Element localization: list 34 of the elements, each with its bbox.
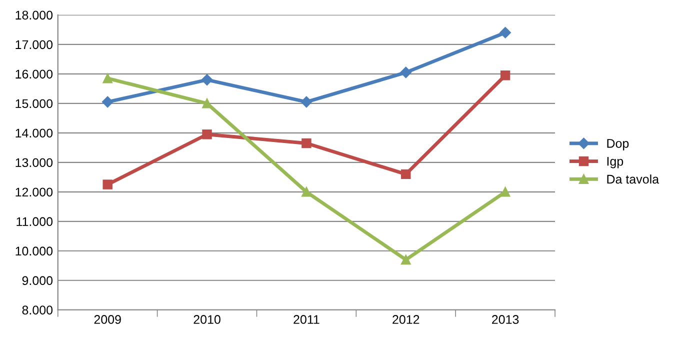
x-tick-label: 2013 <box>492 315 519 324</box>
y-tick-label: 17.000 <box>16 40 53 50</box>
y-tick-label: 10.000 <box>16 246 53 256</box>
point <box>202 130 212 140</box>
point <box>201 74 213 86</box>
point <box>400 66 412 78</box>
point <box>401 254 411 265</box>
point <box>102 96 114 108</box>
x-tick-label: 2009 <box>94 315 121 324</box>
point <box>302 138 312 148</box>
y-tick-label: 13.000 <box>16 158 53 168</box>
y-tick-label: 8.000 <box>22 306 53 315</box>
legend-label: Da tavola <box>607 174 660 184</box>
point <box>500 27 511 38</box>
legend-label: Igp <box>607 157 624 168</box>
x-tick-label: 2012 <box>392 315 420 324</box>
point <box>500 187 510 197</box>
y-tick-label: 15.000 <box>16 99 53 108</box>
y-tick-label: 18.000 <box>16 10 53 20</box>
point <box>302 187 312 197</box>
point <box>300 96 312 108</box>
y-tick-label: 14.000 <box>16 128 53 138</box>
point <box>102 180 112 190</box>
y-tick-label: 11.000 <box>16 217 53 226</box>
y-tick-label: 12.000 <box>16 188 53 197</box>
point <box>202 98 212 108</box>
y-tick-label: 16.000 <box>16 70 53 79</box>
point <box>401 169 411 180</box>
x-tick-label: 2011 <box>294 315 320 324</box>
y-tick-label: 9.000 <box>22 276 53 286</box>
point <box>102 73 112 84</box>
point <box>500 70 510 80</box>
legend-label: Dop <box>607 139 629 150</box>
x-tick-label: 2010 <box>194 315 220 324</box>
